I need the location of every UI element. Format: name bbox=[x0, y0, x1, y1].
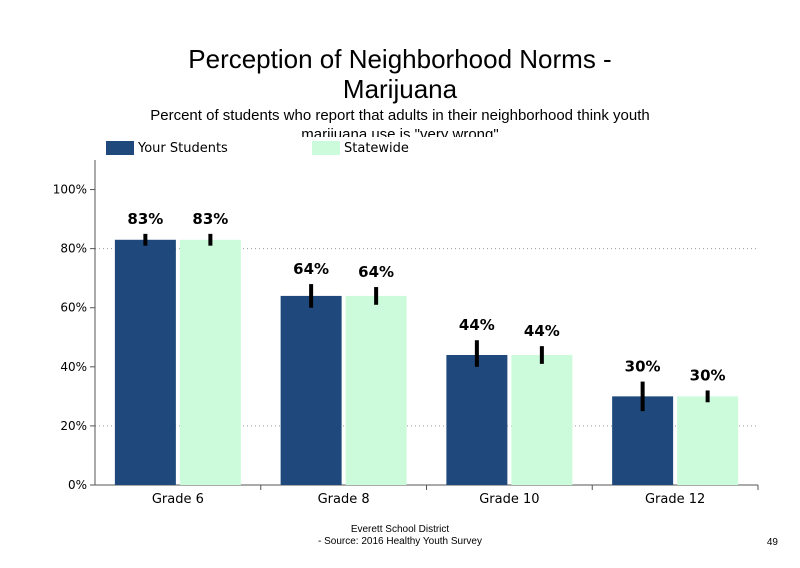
bar-statewide bbox=[345, 295, 407, 485]
x-tick-label: Grade 8 bbox=[318, 492, 370, 507]
chart-subtitle-container: Percent of students who report that adul… bbox=[150, 106, 650, 137]
data-label: 44% bbox=[459, 316, 495, 334]
chart-title: Perception of Neighborhood Norms - Marij… bbox=[188, 44, 612, 104]
legend-label-your-students: Your Students bbox=[138, 140, 228, 156]
footer-source: - Source: 2016 Healthy Youth Survey bbox=[318, 536, 482, 547]
legend-item-statewide: Statewide bbox=[312, 140, 409, 156]
data-label: 30% bbox=[690, 366, 726, 384]
data-label: 64% bbox=[293, 260, 329, 278]
footer-district: Everett School District bbox=[350, 524, 450, 535]
data-label: 30% bbox=[625, 358, 661, 376]
bar-your-students bbox=[114, 239, 176, 485]
footer: Everett School District - Source: 2016 H… bbox=[250, 524, 550, 548]
bar-your-students bbox=[446, 355, 508, 485]
bar-your-students bbox=[280, 295, 342, 485]
bar-your-students bbox=[612, 396, 674, 485]
y-tick-label: 40% bbox=[60, 360, 87, 374]
x-tick-label: Grade 10 bbox=[479, 492, 539, 507]
y-tick-label: 100% bbox=[53, 183, 87, 197]
bar-statewide bbox=[511, 355, 573, 485]
page-number: 49 bbox=[766, 537, 778, 548]
bar-statewide bbox=[677, 396, 739, 485]
x-tick-label: Grade 6 bbox=[152, 492, 204, 507]
y-tick-label: 20% bbox=[60, 419, 87, 433]
data-label: 83% bbox=[192, 210, 228, 228]
chart-subtitle: Percent of students who report that adul… bbox=[150, 107, 650, 137]
x-tick-label: Grade 12 bbox=[645, 492, 705, 507]
legend-swatch-statewide bbox=[312, 141, 340, 155]
data-label: 44% bbox=[524, 322, 560, 340]
y-tick-label: 80% bbox=[60, 242, 87, 256]
data-label: 64% bbox=[358, 263, 394, 281]
y-tick-label: 0% bbox=[68, 478, 87, 492]
legend-label-statewide: Statewide bbox=[344, 140, 409, 156]
legend-swatch-your-students bbox=[106, 141, 134, 155]
y-tick-label: 60% bbox=[60, 301, 87, 315]
data-label: 83% bbox=[127, 210, 163, 228]
legend-item-your-students: Your Students bbox=[106, 140, 228, 156]
bar-statewide bbox=[179, 239, 241, 485]
